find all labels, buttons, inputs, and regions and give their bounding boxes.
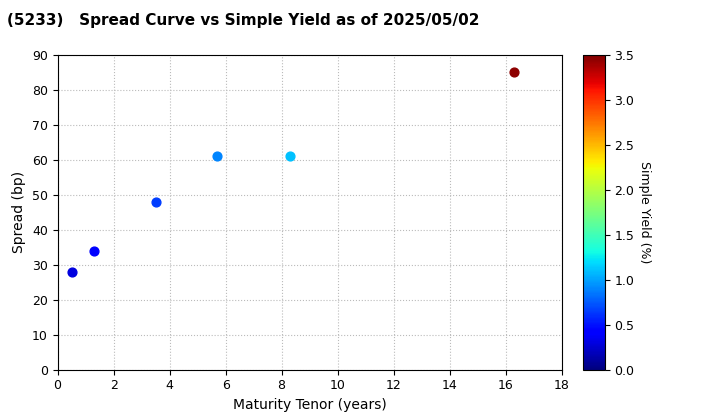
Point (150, 198, 161, 205)
Text: (5233)   Spread Curve vs Simple Yield as of 2025/05/02: (5233) Spread Curve vs Simple Yield as o… (7, 13, 480, 28)
Point (508, 69, 520, 76)
Point (212, 153, 223, 160)
Y-axis label: Simple Yield (%): Simple Yield (%) (638, 161, 651, 263)
Point (89, 247, 100, 254)
X-axis label: Maturity Tenor (years): Maturity Tenor (years) (233, 398, 387, 412)
Point (284, 153, 296, 160)
Point (66, 268, 77, 275)
Y-axis label: Spread (bp): Spread (bp) (12, 171, 27, 253)
